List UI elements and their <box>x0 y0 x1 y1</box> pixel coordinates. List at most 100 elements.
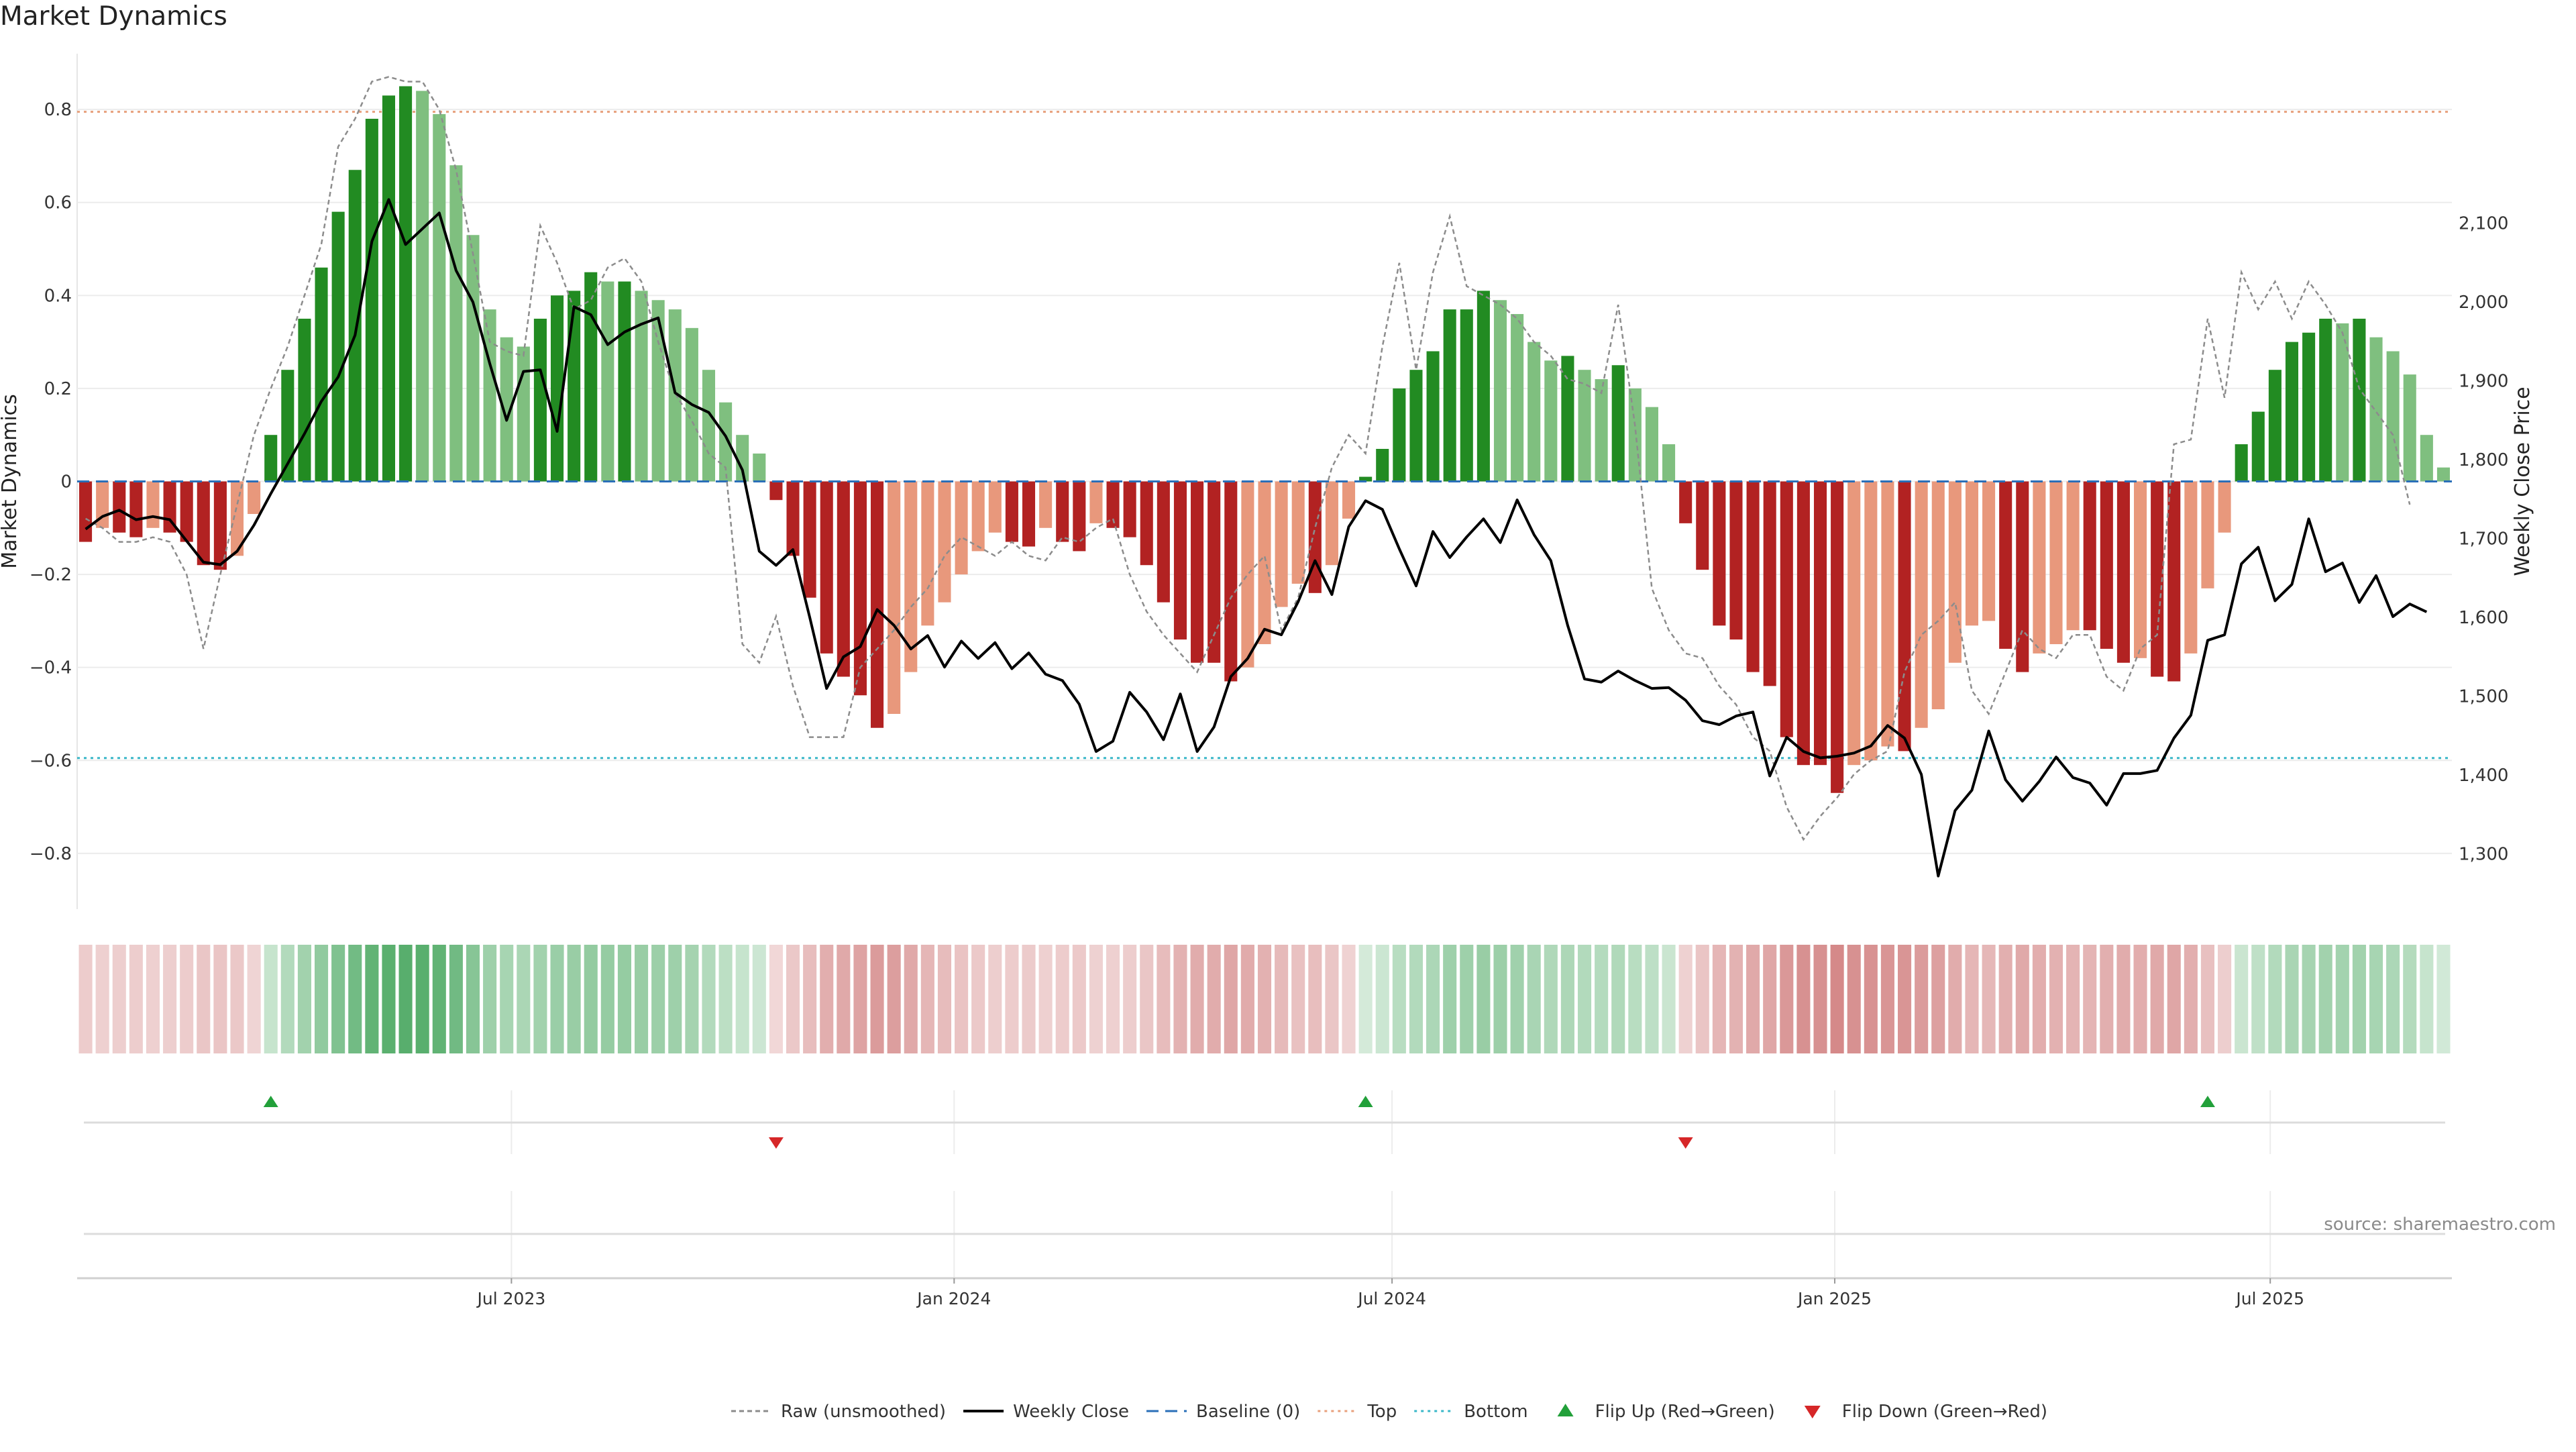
legend-label: Flip Up (Red→Green) <box>1595 1402 1775 1422</box>
bar-market-dynamics <box>769 481 783 501</box>
bar-market-dynamics <box>1106 481 1120 528</box>
bar-market-dynamics <box>1224 481 1238 682</box>
heat-cell <box>230 945 244 1053</box>
heat-cell <box>348 945 362 1053</box>
heat-cell <box>213 945 227 1053</box>
bar-market-dynamics <box>1393 388 1406 482</box>
bar-market-dynamics <box>2066 481 2080 631</box>
heat-cell <box>651 945 665 1053</box>
heat-cell <box>1106 945 1120 1053</box>
heat-cell <box>517 945 531 1053</box>
bar-market-dynamics <box>365 119 378 482</box>
heat-cell <box>1577 945 1592 1053</box>
heat-cell <box>1864 945 1878 1053</box>
heat-cell <box>1477 945 1491 1053</box>
bar-market-dynamics <box>146 481 160 528</box>
legend-swatch-flip-down <box>1804 1406 1821 1418</box>
bar-market-dynamics <box>2116 481 2130 663</box>
heat-cell <box>247 945 261 1053</box>
heat-cell <box>550 945 564 1053</box>
heat-cell <box>1157 945 1171 1053</box>
bar-market-dynamics <box>1511 314 1524 482</box>
heat-cell <box>1813 945 1827 1053</box>
heat-cell <box>280 945 294 1053</box>
bar-market-dynamics <box>1544 360 1558 482</box>
heat-cell <box>1948 945 1962 1053</box>
heat-cell <box>988 945 1002 1053</box>
bar-market-dynamics <box>786 481 800 556</box>
flip-up-marker <box>2200 1096 2215 1107</box>
bar-market-dynamics <box>1696 481 1709 570</box>
bar-market-dynamics <box>1275 481 1288 607</box>
heat-cell <box>752 945 766 1053</box>
heat-cell <box>315 945 329 1053</box>
heat-cell <box>1392 945 1406 1053</box>
x-tick-label: Jul 2024 <box>1356 1289 1426 1308</box>
heat-cell <box>1544 945 1558 1053</box>
heat-cell <box>1847 945 1861 1053</box>
heat-cell <box>2066 945 2080 1053</box>
heat-cell <box>2116 945 2131 1053</box>
heat-cell <box>1527 945 1541 1053</box>
bar-market-dynamics <box>1173 481 1187 640</box>
heat-cell <box>1628 945 1642 1053</box>
heat-cell <box>1830 945 1844 1053</box>
y2-tick-label: 2,000 <box>2459 293 2508 313</box>
bar-market-dynamics <box>1729 481 1743 640</box>
heat-cell <box>870 945 884 1053</box>
heat-cell <box>1695 945 1709 1053</box>
bar-market-dynamics <box>2302 332 2316 482</box>
flip-up-marker <box>1358 1096 1373 1107</box>
bar-market-dynamics <box>1763 481 1776 686</box>
heat-cell <box>1965 945 1979 1053</box>
heat-cell <box>904 945 918 1053</box>
bar-market-dynamics <box>1595 379 1608 482</box>
bar-market-dynamics <box>1325 481 1338 566</box>
bar-market-dynamics <box>955 481 968 575</box>
source-credit: source: sharemaestro.com <box>2324 1214 2556 1235</box>
bar-market-dynamics <box>753 453 766 482</box>
heat-cell <box>533 945 547 1053</box>
heat-cell <box>1240 945 1254 1053</box>
legend: Raw (unsmoothed) Weekly Close Baseline (0)… <box>731 1402 2047 1422</box>
bar-market-dynamics <box>2268 370 2282 482</box>
legend-label: Flip Down (Green→Red) <box>1842 1402 2047 1422</box>
bar-market-dynamics <box>871 481 884 728</box>
heat-cell <box>920 945 934 1053</box>
bar-market-dynamics <box>248 481 261 515</box>
heat-cell <box>2302 945 2316 1053</box>
bar-market-dynamics <box>1965 481 1979 626</box>
bar-market-dynamics <box>1208 481 1221 663</box>
bar-market-dynamics <box>1982 481 1996 621</box>
bar-market-dynamics <box>1073 481 1086 552</box>
bar-market-dynamics <box>1746 481 1760 672</box>
heat-cell <box>617 945 631 1053</box>
y2-axis-label: Weekly Close Price <box>2511 386 2534 576</box>
heat-cell <box>803 945 817 1053</box>
bar-market-dynamics <box>1359 476 1373 482</box>
bar-market-dynamics <box>719 402 733 482</box>
heat-cell <box>1662 945 1676 1053</box>
bar-market-dynamics <box>1628 388 1642 482</box>
bar-market-dynamics <box>2235 444 2248 482</box>
bar-market-dynamics <box>1291 481 1305 584</box>
heat-cell <box>1678 945 1693 1053</box>
y2-tick-label: 1,700 <box>2459 529 2508 550</box>
bar-market-dynamics <box>264 435 278 482</box>
heat-cell <box>567 945 581 1053</box>
bar-market-dynamics <box>1864 481 1878 761</box>
heat-cell <box>129 945 143 1053</box>
legend-label: Baseline (0) <box>1196 1402 1300 1422</box>
bar-market-dynamics <box>533 318 547 482</box>
heat-cell <box>1038 945 1053 1053</box>
heat-cell <box>1560 945 1574 1053</box>
raw-unsmoothed-line <box>85 76 2411 841</box>
bar-market-dynamics <box>668 309 682 482</box>
bar-market-dynamics <box>79 481 93 542</box>
heat-cell <box>1712 945 1726 1053</box>
bar-market-dynamics <box>2033 481 2046 654</box>
heat-cell <box>1022 945 1036 1053</box>
bar-market-dynamics <box>837 481 850 677</box>
bar-market-dynamics <box>988 481 1002 533</box>
